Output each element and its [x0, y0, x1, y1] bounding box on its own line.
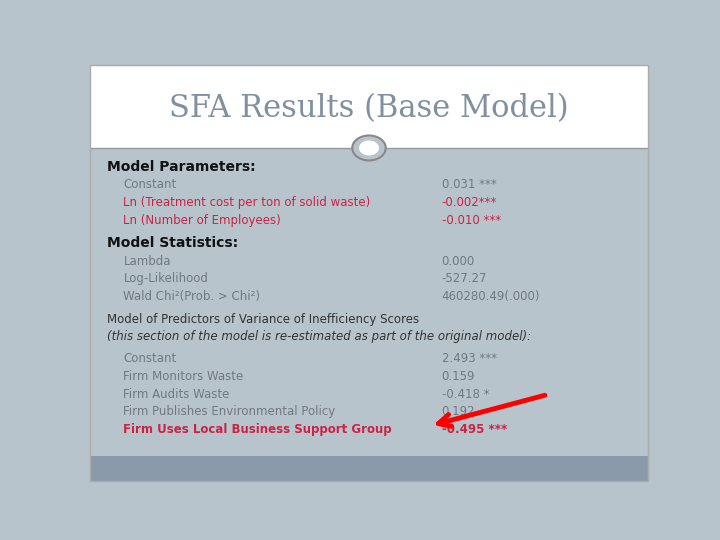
- Text: Ln (Treatment cost per ton of solid waste): Ln (Treatment cost per ton of solid wast…: [124, 196, 371, 209]
- Text: (this section of the model is re-estimated as part of the original model):: (this section of the model is re-estimat…: [107, 330, 531, 343]
- Bar: [90, 65, 648, 148]
- Text: Model of Predictors of Variance of Inefficiency Scores: Model of Predictors of Variance of Ineff…: [107, 313, 419, 326]
- Text: Lambda: Lambda: [124, 254, 171, 267]
- Text: Model Statistics:: Model Statistics:: [107, 236, 238, 250]
- Text: 0.031 ***: 0.031 ***: [441, 178, 496, 191]
- Text: 0.000: 0.000: [441, 254, 474, 267]
- Bar: [90, 456, 648, 481]
- Text: Firm Publishes Environmental Policy: Firm Publishes Environmental Policy: [124, 406, 336, 419]
- Circle shape: [352, 136, 386, 160]
- Text: Log-Likelihood: Log-Likelihood: [124, 273, 208, 286]
- Text: Model Parameters:: Model Parameters:: [107, 160, 256, 174]
- Text: Firm Uses Local Business Support Group: Firm Uses Local Business Support Group: [124, 423, 392, 436]
- Text: SFA Results (Base Model): SFA Results (Base Model): [169, 93, 569, 124]
- Text: -0.010 ***: -0.010 ***: [441, 214, 500, 227]
- Text: -0.495 ***: -0.495 ***: [441, 423, 507, 436]
- Text: Firm Monitors Waste: Firm Monitors Waste: [124, 370, 244, 383]
- Text: 0.192: 0.192: [441, 406, 475, 419]
- Text: -0.418 *: -0.418 *: [441, 388, 489, 401]
- Text: 0.159: 0.159: [441, 370, 475, 383]
- Text: Constant: Constant: [124, 178, 176, 191]
- Text: -0.002***: -0.002***: [441, 196, 497, 209]
- Text: Ln (Number of Employees): Ln (Number of Employees): [124, 214, 282, 227]
- Text: Wald Chi²(Prob. > Chi²): Wald Chi²(Prob. > Chi²): [124, 291, 261, 303]
- Text: 2.493 ***: 2.493 ***: [441, 352, 497, 365]
- Text: 460280.49(.000): 460280.49(.000): [441, 291, 540, 303]
- Circle shape: [359, 140, 379, 156]
- Text: Constant: Constant: [124, 352, 176, 365]
- Text: -527.27: -527.27: [441, 273, 487, 286]
- Text: Firm Audits Waste: Firm Audits Waste: [124, 388, 230, 401]
